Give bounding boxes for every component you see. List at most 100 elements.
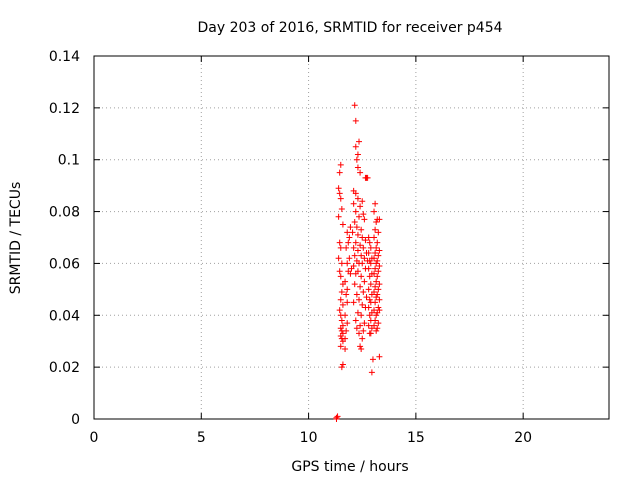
data-point [374,239,381,246]
data-point [338,288,345,295]
data-point [360,244,367,251]
data-point [374,273,381,280]
data-point [346,255,353,262]
data-point [338,317,345,324]
data-point [376,281,383,288]
data-point [360,288,367,295]
data-point [361,278,368,285]
data-point [359,234,366,241]
y-tick-label: 0.06 [49,256,80,272]
data-point [375,268,382,275]
data-point [375,304,382,311]
data-point [353,291,360,298]
data-point [362,174,369,181]
data-point [351,218,358,225]
data-point [358,252,365,259]
data-point [347,270,354,277]
tick-labels: 0 5 10 15 20 0 0.02 0.04 0.06 0.08 0.1 0.12 0.14 [49,49,532,446]
data-point [373,218,380,225]
data-point [347,224,354,231]
data-point [374,291,381,298]
data-point [372,200,379,207]
x-tick-label: 10 [300,430,318,446]
data-point [354,195,361,202]
data-point [367,260,374,267]
data-point [358,226,365,233]
data-point [336,307,343,314]
x-tick-label: 15 [407,430,425,446]
data-point [342,312,349,319]
data-point [366,312,373,319]
data-point [372,283,379,290]
data-point [366,273,373,280]
y-axis-label: SRMTID / TECUs [8,182,24,295]
data-point [356,330,363,337]
data-point [357,343,364,350]
axis-ticks [93,55,609,420]
data-point [338,205,345,212]
data-point [362,237,369,244]
data-point [344,260,351,267]
data-point [344,286,351,293]
data-point [358,312,365,319]
data-point [344,299,351,306]
data-points [333,102,383,422]
data-point [336,268,343,275]
data-point [373,278,380,285]
data-point [352,317,359,324]
y-tick-label: 0.08 [49,205,80,221]
data-point [344,229,351,236]
data-point [360,211,367,218]
x-axis-label: GPS time / hours [291,459,408,475]
data-point [342,345,349,352]
data-point [365,286,372,293]
data-point [339,361,346,368]
data-point [365,304,372,311]
data-point [375,320,382,327]
data-point [369,356,376,363]
data-point [345,239,352,246]
x-tick-label: 20 [514,430,532,446]
data-point [371,255,378,262]
data-point [367,281,374,288]
data-point [337,273,344,280]
data-point [353,325,360,332]
data-point [361,216,368,223]
data-point [342,278,349,285]
chart-title: Day 203 of 2016, SRMTID for receiver p45… [197,20,502,36]
grid-lines [94,56,609,419]
data-point [372,226,379,233]
data-point [352,117,359,124]
data-point [350,263,357,270]
y-tick-label: 0.14 [49,49,80,65]
data-point [337,195,344,202]
y-tick-label: 0.02 [49,360,80,376]
data-point [354,247,361,254]
data-point [365,322,372,329]
data-point [360,327,367,334]
y-tick-label: 0.04 [49,308,80,324]
data-point [339,301,346,308]
data-point [350,200,357,207]
data-point [356,138,363,145]
data-point [343,291,350,298]
data-point [376,353,383,360]
data-point [339,221,346,228]
data-point [352,190,359,197]
data-point [354,164,361,171]
y-tick-label: 0 [71,412,80,428]
data-point [366,296,373,303]
data-point [336,169,343,176]
data-point [357,322,364,329]
data-point [352,270,359,277]
data-point [357,283,364,290]
data-point [376,247,383,254]
data-point [335,255,342,262]
data-point [372,317,379,324]
data-point [350,244,357,251]
data-point [353,156,360,163]
data-point [351,252,358,259]
data-point [353,224,360,231]
plot-frame [93,55,610,420]
